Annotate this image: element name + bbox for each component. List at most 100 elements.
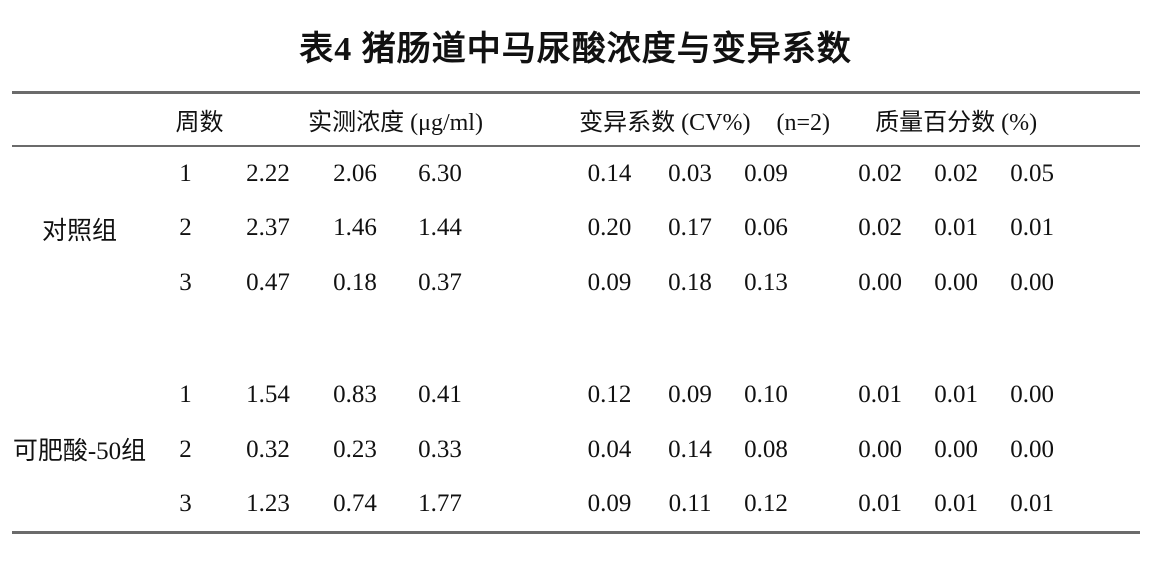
spacer-cell bbox=[482, 423, 567, 478]
value-cell: 0.23 bbox=[333, 436, 377, 463]
spacer-cell bbox=[804, 201, 842, 256]
value-cell: 0.14 bbox=[668, 436, 712, 463]
spacer-cell bbox=[804, 256, 842, 311]
value-cell: 0.18 bbox=[333, 269, 377, 296]
value-cell: 0.74 bbox=[333, 490, 377, 518]
week-cell: 3 bbox=[179, 490, 192, 518]
group-label-control: 对照组 bbox=[41, 217, 117, 245]
value-cell: 0.12 bbox=[744, 490, 788, 518]
value-cell: 0.09 bbox=[668, 381, 712, 408]
value-cell: 0.83 bbox=[333, 381, 377, 408]
spacer-cell bbox=[804, 478, 842, 533]
title-band: 表4 猪肠道中马尿酸浓度与变异系数 bbox=[0, 0, 1151, 91]
value-cell: 2.06 bbox=[333, 159, 377, 187]
spacer-cell bbox=[482, 146, 567, 201]
value-cell: 0.01 bbox=[934, 214, 978, 241]
value-cell: 0.00 bbox=[934, 269, 978, 296]
table-row: 对照组 1 2.22 2.06 6.30 0.14 0.03 0.09 0.02… bbox=[12, 146, 1140, 245]
spacer-cell bbox=[482, 478, 567, 533]
col-header-mass-percent: 质量百分数 (%) bbox=[842, 92, 1071, 147]
value-cell: 0.00 bbox=[1010, 269, 1054, 296]
value-cell: 0.05 bbox=[1010, 159, 1054, 187]
value-cell: 0.00 bbox=[1010, 436, 1054, 463]
value-cell: 2.37 bbox=[246, 214, 290, 241]
value-cell: 0.02 bbox=[858, 214, 902, 241]
value-cell: 1.54 bbox=[246, 381, 290, 408]
value-cell: 0.09 bbox=[744, 159, 788, 187]
table-row: 2 2.37 1.46 1.44 0.20 0.17 0.06 0.02 0.0… bbox=[12, 201, 1140, 256]
table-row: 3 1.23 0.74 1.77 0.09 0.11 0.12 0.01 0.0… bbox=[12, 478, 1140, 533]
value-cell: 1.77 bbox=[418, 490, 462, 518]
week-cell: 1 bbox=[179, 381, 192, 408]
col-header-n: (n=2) bbox=[776, 109, 830, 136]
week-cell: 3 bbox=[179, 269, 192, 296]
spacer-row bbox=[12, 311, 1140, 368]
value-cell: 0.08 bbox=[744, 436, 788, 463]
value-cell: 0.09 bbox=[587, 269, 632, 296]
value-cell: 0.12 bbox=[587, 381, 632, 408]
value-cell: 0.00 bbox=[858, 269, 902, 296]
trailing-header bbox=[1070, 92, 1141, 147]
spacer-cell bbox=[1070, 368, 1140, 423]
value-cell: 0.01 bbox=[858, 490, 902, 518]
week-cell: 2 bbox=[179, 214, 192, 241]
table-row: 3 0.47 0.18 0.37 0.09 0.18 0.13 0.00 0.0… bbox=[12, 256, 1140, 311]
value-cell: 0.20 bbox=[587, 214, 632, 241]
value-cell: 0.01 bbox=[1010, 214, 1054, 241]
data-table: 周数 实测浓度 (μg/ml) 变异系数 (CV%) (n=2) 质量百分数 (… bbox=[12, 91, 1141, 534]
value-cell: 0.18 bbox=[668, 269, 712, 296]
spacer-cell bbox=[12, 311, 1140, 368]
spacer-cell bbox=[1070, 146, 1140, 201]
week-cell: 1 bbox=[179, 159, 192, 187]
table-row: 可肥酸-50组 1 1.54 0.83 0.41 0.12 0.09 0.10 … bbox=[12, 368, 1140, 465]
value-cell: 0.09 bbox=[587, 490, 632, 518]
value-cell: 0.00 bbox=[858, 436, 902, 463]
value-cell: 1.44 bbox=[418, 214, 462, 241]
spacer-cell bbox=[804, 146, 842, 201]
value-cell: 0.32 bbox=[246, 436, 290, 463]
col-header-cv: 变异系数 (CV%) bbox=[579, 109, 751, 136]
table-title: 表4 猪肠道中马尿酸浓度与变异系数 bbox=[299, 31, 852, 68]
value-cell: 0.13 bbox=[744, 269, 788, 296]
spacer-cell bbox=[482, 256, 567, 311]
value-cell: 0.00 bbox=[934, 436, 978, 463]
group-column-header bbox=[12, 92, 147, 147]
spacer-cell bbox=[804, 423, 842, 478]
col-header-cv-group: 变异系数 (CV%) (n=2) bbox=[567, 92, 843, 147]
header-row: 周数 实测浓度 (μg/ml) 变异系数 (CV%) (n=2) 质量百分数 (… bbox=[12, 92, 1141, 147]
week-cell: 2 bbox=[179, 436, 192, 463]
value-cell: 0.04 bbox=[587, 436, 632, 463]
value-cell: 0.02 bbox=[858, 159, 902, 187]
value-cell: 0.02 bbox=[934, 159, 978, 187]
col-header-week: 周数 bbox=[147, 92, 224, 147]
value-cell: 0.47 bbox=[246, 269, 290, 296]
value-cell: 0.03 bbox=[668, 159, 712, 187]
col-header-concentration: 实测浓度 (μg/ml) bbox=[224, 92, 568, 147]
value-cell: 2.22 bbox=[246, 159, 290, 187]
spacer-cell bbox=[482, 368, 567, 423]
value-cell: 0.37 bbox=[418, 269, 462, 296]
value-cell: 0.01 bbox=[1010, 490, 1054, 518]
spacer-cell bbox=[1070, 423, 1140, 478]
value-cell: 0.01 bbox=[934, 490, 978, 518]
value-cell: 0.10 bbox=[744, 381, 788, 408]
value-cell: 0.41 bbox=[418, 381, 462, 408]
value-cell: 0.01 bbox=[858, 381, 902, 408]
group-label-treatment: 可肥酸-50组 bbox=[12, 438, 147, 466]
value-cell: 0.06 bbox=[744, 214, 788, 241]
spacer-cell bbox=[482, 201, 567, 256]
value-cell: 0.33 bbox=[418, 436, 462, 463]
spacer-cell bbox=[804, 368, 842, 423]
value-cell: 0.14 bbox=[587, 159, 632, 187]
value-cell: 0.01 bbox=[934, 381, 978, 408]
spacer-cell bbox=[1070, 478, 1140, 533]
value-cell: 0.11 bbox=[668, 490, 712, 518]
value-cell: 1.46 bbox=[333, 214, 377, 241]
value-cell: 6.30 bbox=[418, 159, 462, 187]
value-cell: 1.23 bbox=[246, 490, 290, 518]
table-row: 2 0.32 0.23 0.33 0.04 0.14 0.08 0.00 0.0… bbox=[12, 423, 1140, 478]
value-cell: 0.00 bbox=[1010, 381, 1054, 408]
value-cell: 0.17 bbox=[668, 214, 712, 241]
spacer-cell bbox=[1070, 201, 1140, 256]
